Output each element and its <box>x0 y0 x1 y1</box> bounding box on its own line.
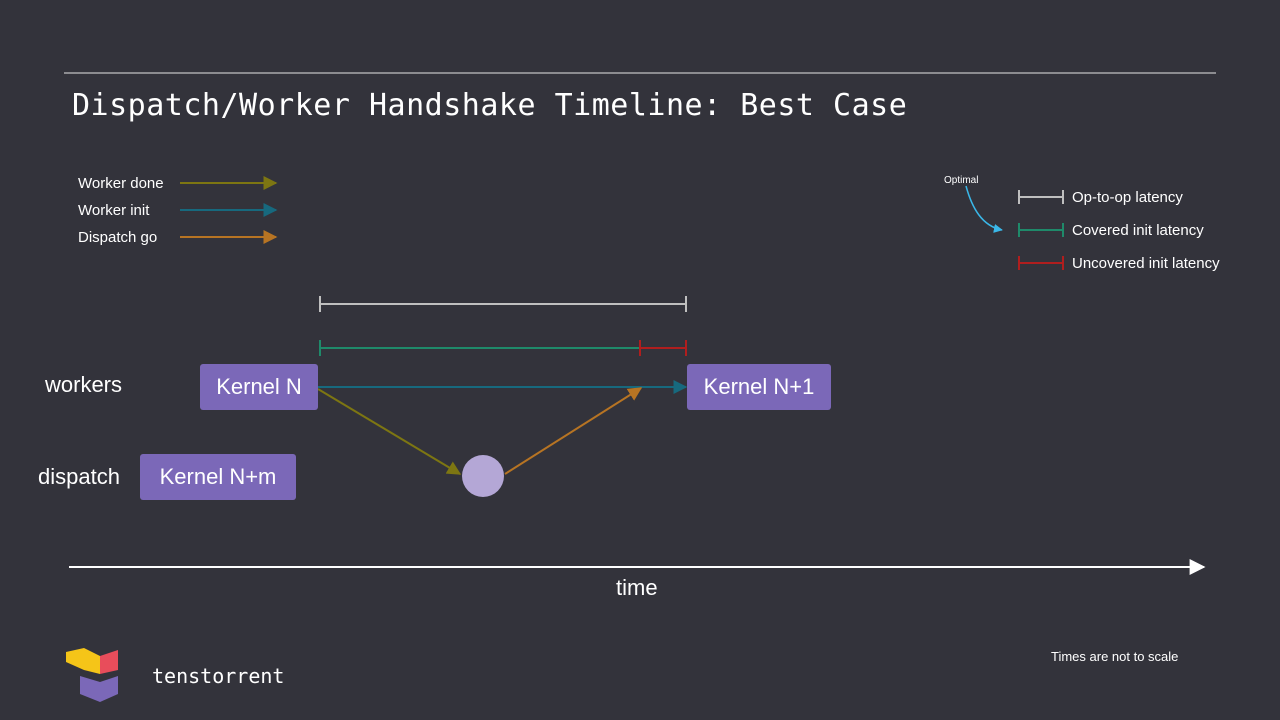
kernel-n-box: Kernel N <box>200 364 318 410</box>
op-to-op-latency-bracket <box>319 296 687 312</box>
scale-note: Times are not to scale <box>1051 649 1179 664</box>
slide-title: Dispatch/Worker Handshake Timeline: Best… <box>72 88 908 123</box>
kernel-n-plus-1-box: Kernel N+1 <box>687 364 831 410</box>
workers-row-label: workers <box>45 372 123 397</box>
covered-init-latency-bracket <box>319 340 641 356</box>
dispatch-node <box>462 455 504 497</box>
optimal-arrow <box>965 185 1003 233</box>
legend-covered-init-label: Covered init latency <box>1072 222 1204 239</box>
uncovered-init-latency-bracket <box>639 340 687 356</box>
time-axis-label: time <box>616 575 658 600</box>
legend-dispatch-go-label: Dispatch go <box>78 229 158 246</box>
legend-uncovered-init-label: Uncovered init latency <box>1072 255 1220 272</box>
legend-op-to-op-bracket <box>1018 190 1064 204</box>
legend-worker-done-label: Worker done <box>78 175 164 192</box>
brand-wordmark: tenstorrent <box>152 664 285 688</box>
legend-op-to-op-label: Op-to-op latency <box>1072 189 1183 206</box>
worker-done-arrow <box>317 388 462 475</box>
dispatch-go-arrow <box>504 387 643 475</box>
kernel-n-plus-m-box: Kernel N+m <box>140 454 296 500</box>
tenstorrent-logo-icon <box>66 648 118 702</box>
legend-uncovered-init-bracket <box>1018 256 1064 270</box>
dispatch-row-label: dispatch <box>38 464 120 489</box>
optimal-label: Optimal <box>944 175 979 186</box>
legend-worker-init-label: Worker init <box>78 202 150 219</box>
legend-covered-init-bracket <box>1018 223 1064 237</box>
